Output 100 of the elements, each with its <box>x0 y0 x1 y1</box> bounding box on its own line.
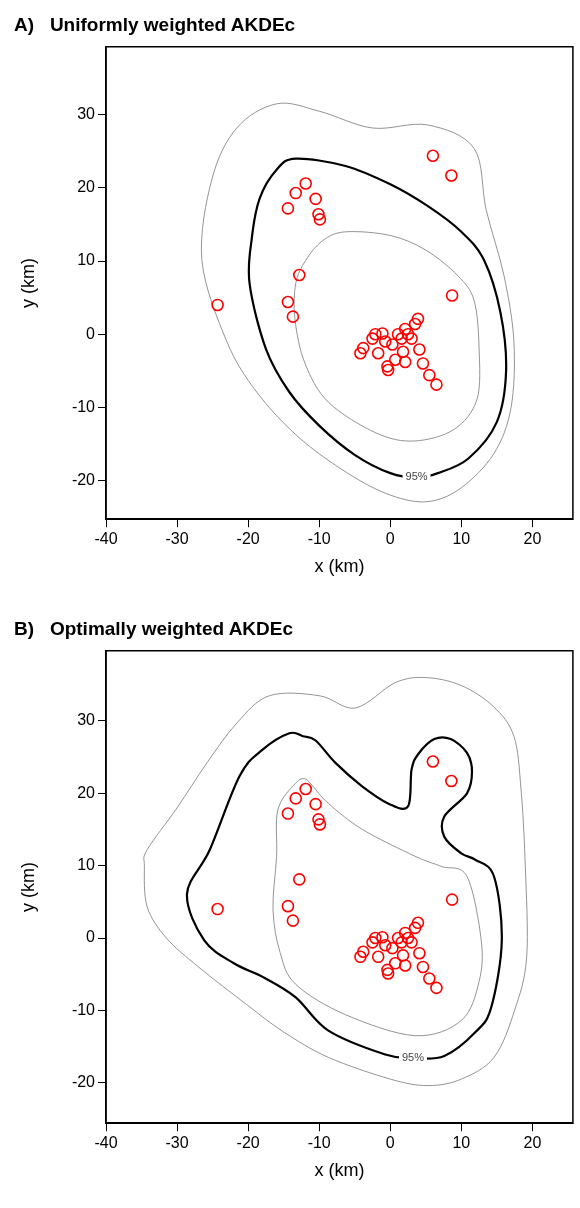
y-axis-title: y (km) <box>17 862 38 912</box>
point <box>411 312 425 326</box>
x-tick-label: -30 <box>165 530 189 548</box>
x-tick-label: 0 <box>385 530 395 548</box>
point <box>381 963 394 977</box>
point <box>405 332 418 345</box>
y-tick-label: -10 <box>71 397 96 415</box>
point <box>388 353 402 367</box>
point <box>413 946 426 960</box>
point <box>445 893 459 906</box>
point <box>391 327 405 341</box>
x-tick-label: -20 <box>236 1134 260 1152</box>
point <box>430 378 443 391</box>
x-tick-label: -40 <box>94 530 118 548</box>
point <box>398 355 412 369</box>
point <box>356 341 370 355</box>
y-axis-title: y (km) <box>17 258 38 308</box>
point <box>430 981 443 995</box>
point <box>299 177 312 190</box>
point <box>445 169 458 182</box>
point <box>289 792 303 805</box>
y-tick-label: -20 <box>71 1073 96 1091</box>
point <box>405 936 418 949</box>
point <box>289 186 303 200</box>
x-tick-label: -40 <box>94 1134 118 1152</box>
point <box>423 972 436 985</box>
point <box>386 941 399 955</box>
x-tick-label: -20 <box>236 530 260 548</box>
y-tick-label: 0 <box>86 928 96 946</box>
point <box>408 317 422 331</box>
point <box>366 936 379 949</box>
point <box>401 327 415 341</box>
point <box>211 902 224 916</box>
point <box>281 899 295 913</box>
y-tick-label: 30 <box>77 105 96 123</box>
point <box>388 957 402 970</box>
point <box>312 813 325 826</box>
x-axis-title: x (km) <box>314 1160 365 1181</box>
point <box>293 873 306 886</box>
point <box>445 774 458 788</box>
point <box>381 363 395 377</box>
point <box>354 346 367 360</box>
point <box>381 360 394 373</box>
point <box>354 950 367 964</box>
point <box>286 914 300 927</box>
annotation: 95% <box>401 1051 425 1064</box>
point <box>416 357 430 370</box>
point <box>395 332 408 345</box>
point <box>398 959 412 972</box>
point <box>366 332 379 345</box>
point <box>411 916 425 930</box>
point <box>369 931 382 945</box>
point <box>396 345 410 359</box>
point <box>408 921 422 935</box>
y-tick-label: 30 <box>77 711 96 729</box>
y-tick-label: 20 <box>77 783 96 801</box>
point <box>395 936 408 949</box>
point <box>381 967 395 980</box>
point <box>401 931 415 945</box>
point <box>211 298 224 312</box>
y-tick-label: 0 <box>86 324 96 342</box>
point <box>309 797 322 811</box>
point <box>293 268 306 282</box>
annotation: 95% <box>405 469 428 482</box>
point <box>413 343 426 356</box>
point <box>299 782 312 796</box>
x-tick-label: 20 <box>523 1134 542 1152</box>
point <box>445 289 459 302</box>
point <box>281 202 295 215</box>
x-tick-label: -10 <box>307 530 331 548</box>
y-tick-label: 10 <box>77 251 96 269</box>
point <box>378 938 392 952</box>
y-tick-label: -10 <box>71 1000 96 1018</box>
point <box>378 335 392 348</box>
point <box>309 192 322 206</box>
point <box>391 931 405 945</box>
point <box>376 327 389 340</box>
chart-title: B) Optimally weighted AKDEc <box>14 617 294 639</box>
point <box>398 322 412 336</box>
x-tick-label: 20 <box>523 530 542 548</box>
x-tick-label: 0 <box>385 1134 395 1152</box>
point <box>312 207 325 221</box>
point <box>426 149 440 163</box>
point <box>386 338 399 351</box>
point <box>356 945 370 959</box>
point <box>281 295 295 309</box>
point <box>286 310 300 323</box>
y-tick-label: 10 <box>77 856 96 874</box>
point <box>398 926 412 940</box>
chart-title: A) Uniformly weighted AKDEc <box>14 13 296 35</box>
x-tick-label: -30 <box>165 1134 189 1152</box>
point <box>396 949 410 962</box>
point <box>369 327 382 341</box>
point <box>423 368 436 382</box>
point <box>376 930 389 944</box>
point <box>313 818 327 831</box>
point <box>426 755 440 768</box>
x-tick-label: 10 <box>452 1134 471 1152</box>
point <box>313 213 327 226</box>
point <box>371 950 385 964</box>
